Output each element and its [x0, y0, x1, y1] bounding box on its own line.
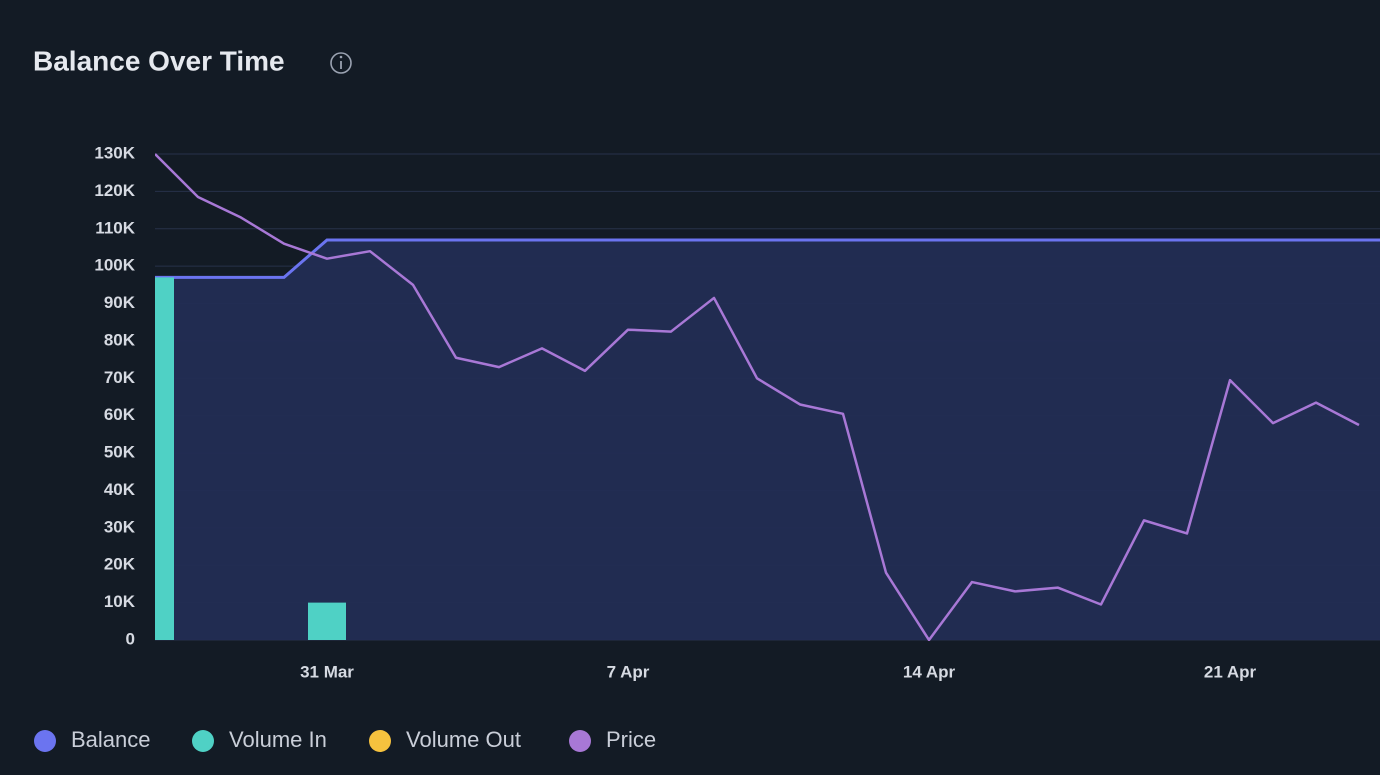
y-tick-label: 70K [104, 368, 136, 387]
legend-item[interactable]: Balance [34, 727, 151, 752]
y-tick-label: 60K [104, 405, 136, 424]
y-tick-label: 80K [104, 330, 136, 349]
legend-item[interactable]: Volume In [192, 727, 327, 752]
volume-bar [308, 602, 346, 640]
legend-swatch [34, 730, 56, 752]
legend-item[interactable]: Price [569, 727, 656, 752]
volume-bar [155, 277, 174, 640]
balance-area [155, 239, 1380, 640]
legend-swatch [192, 730, 214, 752]
y-tick-label: 20K [104, 555, 136, 574]
y-tick-label: 50K [104, 443, 136, 462]
legend-label: Volume Out [406, 727, 521, 752]
y-tick-label: 100K [94, 256, 135, 275]
legend-label: Price [606, 727, 656, 752]
y-tick-label: 0 [126, 629, 135, 648]
x-tick-label: 31 Mar [300, 662, 354, 681]
legend-swatch [369, 730, 391, 752]
y-tick-label: 130K [94, 143, 135, 162]
y-tick-label: 30K [104, 517, 136, 536]
legend-label: Balance [71, 727, 151, 752]
legend-item[interactable]: Volume Out [369, 727, 521, 752]
legend-label: Volume In [229, 727, 327, 752]
y-tick-label: 120K [94, 181, 135, 200]
balance-line [155, 238, 1380, 279]
x-tick-label: 21 Apr [1204, 662, 1257, 681]
y-tick-label: 90K [104, 293, 136, 312]
price-line [155, 153, 1360, 641]
x-tick-label: 7 Apr [607, 662, 650, 681]
legend-swatch [569, 730, 591, 752]
x-tick-label: 14 Apr [903, 662, 956, 681]
info-icon[interactable] [330, 52, 352, 74]
y-tick-label: 10K [104, 592, 136, 611]
y-tick-label: 110K [95, 218, 135, 237]
y-tick-label: 40K [104, 480, 136, 499]
chart-title: Balance Over Time [33, 45, 285, 76]
